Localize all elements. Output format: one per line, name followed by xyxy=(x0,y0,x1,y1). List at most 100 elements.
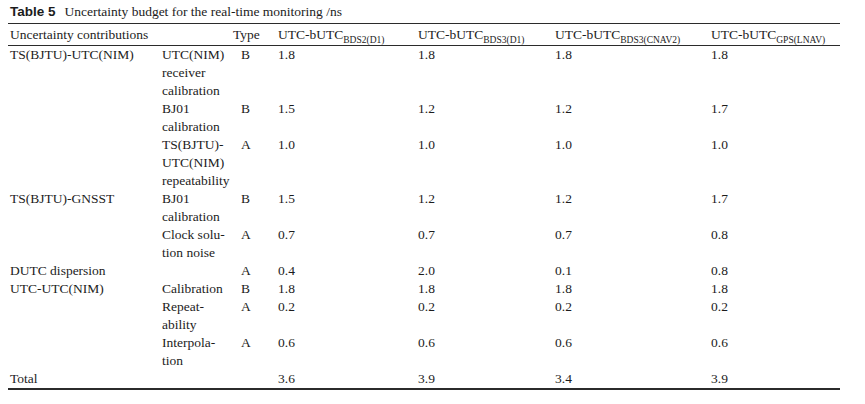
value-cell: 1.2 xyxy=(554,190,710,226)
table-row: UTC-UTC(NIM) Calibration B 1.8 1.8 1.8 1… xyxy=(8,280,840,298)
header-utc-butc-gps-lnav: UTC-bUTCGPS(LNAV) xyxy=(710,24,840,46)
table-row: Interpola- tion A 0.6 0.6 0.6 0.6 xyxy=(8,334,840,370)
value-cell: 0.7 xyxy=(277,226,417,262)
table-row: TS(BJTU)- UTC(NIM) repeatability A 1.0 1… xyxy=(8,136,840,190)
header-type: Type xyxy=(231,24,277,46)
value-cell: 0.8 xyxy=(710,226,840,262)
value-cell: 1.0 xyxy=(417,136,554,190)
value-cell: 1.2 xyxy=(417,190,554,226)
paper-page: Table 5 Uncertainty budget for the real-t… xyxy=(0,0,865,390)
value-cell: 0.6 xyxy=(710,334,840,370)
group-cell: Total xyxy=(8,370,160,389)
group-cell: DUTC dispersion xyxy=(8,262,160,280)
value-cell: 0.4 xyxy=(277,262,417,280)
group-cell: TS(BJTU)-UTC(NIM) xyxy=(8,46,160,101)
value-cell: 0.6 xyxy=(417,334,554,370)
uncertainty-budget-table: Uncertainty contributions Type UTC-bUTCB… xyxy=(8,23,840,390)
group-cell: TS(BJTU)-GNSST xyxy=(8,190,160,226)
type-cell: A xyxy=(231,226,277,262)
header-utc-butc-bds3-cnav2: UTC-bUTCBDS3(CNAV2) xyxy=(554,24,710,46)
table-caption-text: Uncertainty budget for the real-time mon… xyxy=(65,4,342,19)
value-cell: 3.6 xyxy=(277,370,417,389)
value-cell: 0.2 xyxy=(554,298,710,334)
type-cell: A xyxy=(231,262,277,280)
table-row: TS(BJTU)-GNSST BJ01 calibration B 1.5 1.… xyxy=(8,190,840,226)
item-cell: UTC(NIM) receiver calibration xyxy=(160,46,231,101)
value-cell: 0.1 xyxy=(554,262,710,280)
type-cell: B xyxy=(231,46,277,101)
header-subscript: GPS(LNAV) xyxy=(776,35,825,45)
type-cell: B xyxy=(231,280,277,298)
value-cell: 1.7 xyxy=(710,190,840,226)
table-row: Repeat- ability A 0.2 0.2 0.2 0.2 xyxy=(8,298,840,334)
table-row: DUTC dispersion A 0.4 2.0 0.1 0.8 xyxy=(8,262,840,280)
value-cell: 0.2 xyxy=(710,298,840,334)
header-uncertainty-contributions: Uncertainty contributions xyxy=(8,24,231,46)
header-subscript: BDS2(D1) xyxy=(343,35,384,45)
table-caption-label: Table 5 xyxy=(10,4,56,19)
value-cell: 1.8 xyxy=(710,280,840,298)
header-subscript: BDS3(D1) xyxy=(483,35,524,45)
item-cell: Interpola- tion xyxy=(160,334,231,370)
group-cell xyxy=(8,226,160,262)
value-cell: 1.8 xyxy=(277,46,417,101)
value-cell: 3.9 xyxy=(710,370,840,389)
value-cell: 1.0 xyxy=(710,136,840,190)
item-cell xyxy=(160,262,231,280)
group-cell: UTC-UTC(NIM) xyxy=(8,280,160,298)
table-body: TS(BJTU)-UTC(NIM) UTC(NIM) receiver cali… xyxy=(8,46,840,390)
item-cell: BJ01 calibration xyxy=(160,190,231,226)
item-cell xyxy=(160,370,231,389)
type-cell: B xyxy=(231,190,277,226)
type-cell xyxy=(231,370,277,389)
value-cell: 1.5 xyxy=(277,100,417,136)
value-cell: 1.8 xyxy=(277,280,417,298)
value-cell: 1.8 xyxy=(554,46,710,101)
item-cell: Repeat- ability xyxy=(160,298,231,334)
header-main-text: UTC-bUTC xyxy=(278,27,343,42)
value-cell: 2.0 xyxy=(417,262,554,280)
value-cell: 0.2 xyxy=(277,298,417,334)
table-row: BJ01 calibration B 1.5 1.2 1.2 1.7 xyxy=(8,100,840,136)
header-main-text: UTC-bUTC xyxy=(711,27,776,42)
value-cell: 1.8 xyxy=(710,46,840,101)
item-cell: Clock solu- tion noise xyxy=(160,226,231,262)
table-header: Uncertainty contributions Type UTC-bUTCB… xyxy=(8,24,840,46)
item-cell: BJ01 calibration xyxy=(160,100,231,136)
item-cell: TS(BJTU)- UTC(NIM) repeatability xyxy=(160,136,231,190)
type-cell: A xyxy=(231,334,277,370)
header-main-text: UTC-bUTC xyxy=(418,27,483,42)
value-cell: 1.7 xyxy=(710,100,840,136)
table-caption: Table 5 Uncertainty budget for the real-t… xyxy=(8,4,865,20)
value-cell: 0.2 xyxy=(417,298,554,334)
table-row: Clock solu- tion noise A 0.7 0.7 0.7 0.8 xyxy=(8,226,840,262)
group-cell xyxy=(8,298,160,334)
value-cell: 1.0 xyxy=(277,136,417,190)
value-cell: 1.0 xyxy=(554,136,710,190)
value-cell: 0.6 xyxy=(277,334,417,370)
value-cell: 1.8 xyxy=(417,280,554,298)
group-cell xyxy=(8,100,160,136)
table-row-total: Total 3.6 3.9 3.4 3.9 xyxy=(8,370,840,389)
value-cell: 1.8 xyxy=(417,46,554,101)
value-cell: 3.9 xyxy=(417,370,554,389)
group-cell xyxy=(8,334,160,370)
table-row: TS(BJTU)-UTC(NIM) UTC(NIM) receiver cali… xyxy=(8,46,840,101)
item-cell: Calibration xyxy=(160,280,231,298)
value-cell: 0.7 xyxy=(554,226,710,262)
type-cell: A xyxy=(231,298,277,334)
type-cell: A xyxy=(231,136,277,190)
value-cell: 3.4 xyxy=(554,370,710,389)
value-cell: 0.6 xyxy=(554,334,710,370)
value-cell: 0.8 xyxy=(710,262,840,280)
value-cell: 0.7 xyxy=(417,226,554,262)
value-cell: 1.2 xyxy=(554,100,710,136)
header-subscript: BDS3(CNAV2) xyxy=(620,35,680,45)
group-cell xyxy=(8,136,160,190)
type-cell: B xyxy=(231,100,277,136)
value-cell: 1.8 xyxy=(554,280,710,298)
header-utc-butc-bds3-d1: UTC-bUTCBDS3(D1) xyxy=(417,24,554,46)
header-utc-butc-bds2-d1: UTC-bUTCBDS2(D1) xyxy=(277,24,417,46)
header-row: Uncertainty contributions Type UTC-bUTCB… xyxy=(8,24,840,46)
value-cell: 1.2 xyxy=(417,100,554,136)
